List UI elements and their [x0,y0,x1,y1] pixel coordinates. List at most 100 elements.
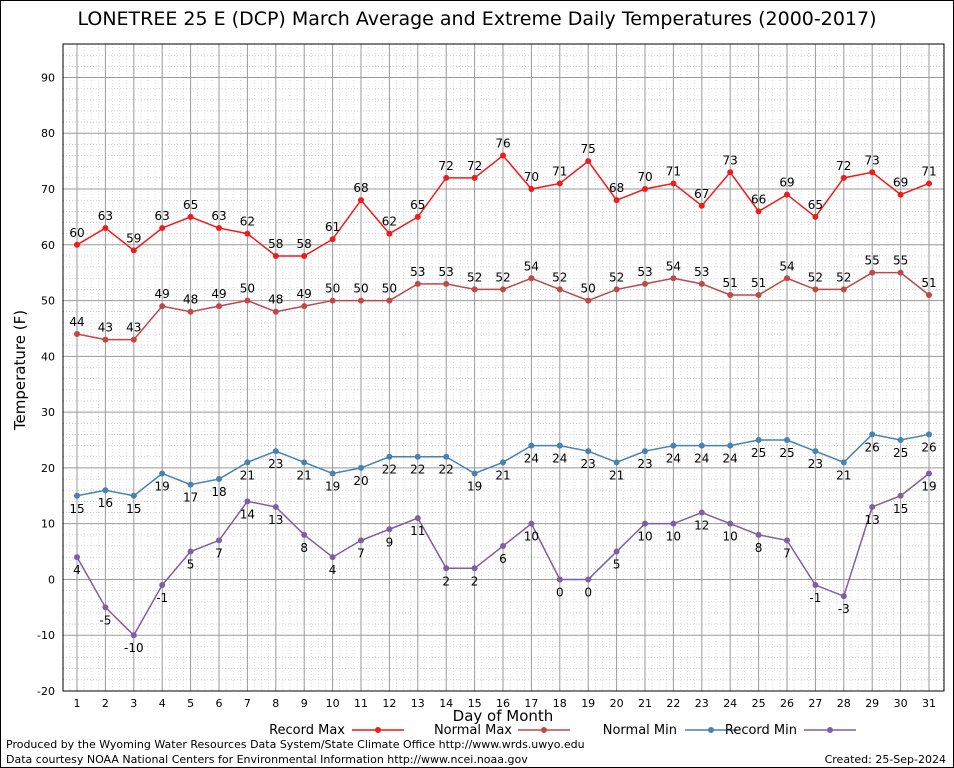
record-max-data-label: 71 [552,164,567,178]
normal-max-data-label: 50 [325,282,340,296]
normal-min-point [102,487,109,494]
record-min-point [272,503,279,510]
x-tick-label: 13 [411,697,425,710]
record-max-point [187,213,194,220]
y-tick-label: 50 [41,295,55,308]
normal-max-data-label: 54 [666,259,681,273]
normal-max-data-label: 55 [865,254,880,268]
record-min-data-label: 7 [215,546,223,560]
x-tick-label: 3 [130,697,137,710]
record-min-point [698,509,705,516]
normal-min-point [216,476,222,483]
normal-min-data-label: 22 [410,463,425,477]
record-min-point [897,492,904,499]
record-max-point [74,241,80,248]
normal-max-point [642,280,648,287]
record-max-point [556,180,563,187]
y-tick-label: 20 [41,462,55,475]
normal-min-data-label: 21 [297,468,312,482]
normal-min-point [642,448,648,455]
record-min-data-label: 2 [471,574,479,588]
normal-max-data-label: 52 [836,270,851,284]
normal-max-data-label: 49 [297,287,312,301]
record-min-data-label: 10 [666,530,681,544]
record-min-data-label: 7 [357,546,365,560]
record-min-data-label: 10 [524,530,539,544]
y-tick-label: 10 [41,518,55,531]
normal-max-point [869,269,876,276]
normal-min-point [386,453,393,460]
normal-min-data-label: 15 [126,502,141,516]
record-min-data-label: 0 [556,585,564,599]
normal-min-data-label: 21 [609,468,624,482]
record-max-data-label: 72 [467,159,482,173]
normal-min-point [301,459,308,466]
normal-max-data-label: 52 [552,270,567,284]
normal-max-point [556,286,563,293]
normal-max-point [784,275,790,282]
record-max-data-label: 63 [98,209,113,223]
record-max-data-label: 71 [666,164,681,178]
y-tick-label: 30 [41,406,55,419]
x-tick-label: 21 [638,697,652,710]
normal-max-point [301,303,308,310]
record-min-point [727,520,734,527]
normal-max-point [414,280,421,287]
normal-min-data-label: 20 [353,474,368,488]
normal-min-point [500,459,506,466]
x-tick-label: 22 [666,697,680,710]
x-tick-label: 23 [695,697,709,710]
normal-min-data-label: 24 [694,452,709,466]
normal-max-data-label: 52 [609,270,624,284]
normal-min-data-label: 23 [268,457,283,471]
normal-min-data-label: 23 [637,457,652,471]
normal-max-point [727,291,734,298]
record-min-data-label: 4 [73,563,81,577]
normal-max-point [244,297,251,304]
y-axis-label: Temperature (F) [11,310,29,431]
normal-max-point [358,297,364,304]
x-tick-label: 17 [524,697,538,710]
normal-min-data-label: 19 [325,479,340,493]
record-max-point [159,225,166,232]
normal-min-data-label: 24 [552,452,567,466]
normal-max-point [74,331,80,338]
record-min-point [840,593,847,600]
record-min-data-label: 19 [921,479,936,493]
record-min-point [585,576,592,583]
legend-marker-record-max [375,727,381,733]
record-min-data-label: 14 [240,507,255,521]
record-max-point [727,169,734,176]
normal-min-point [613,459,620,466]
normal-max-point [130,336,137,343]
record-max-point [613,197,620,204]
normal-min-point [727,442,734,449]
normal-min-data-label: 16 [98,496,113,510]
y-tick-label: 40 [41,350,55,363]
x-tick-label: 6 [216,697,223,710]
x-tick-label: 5 [187,697,194,710]
normal-max-point [471,286,478,293]
record-min-data-label: 8 [755,541,763,555]
record-min-point [187,548,194,555]
normal-max-data-label: 52 [808,270,823,284]
record-max-point [585,158,592,165]
normal-min-data-label: 25 [751,446,766,460]
record-max-point [102,225,109,232]
record-min-point [102,604,109,611]
record-max-point [698,202,705,209]
record-max-point [840,174,847,181]
record-max-point [926,180,932,187]
normal-min-data-label: 22 [439,463,454,477]
record-min-point [869,503,876,510]
normal-min-point [869,431,876,438]
record-min-data-label: 10 [637,530,652,544]
normal-max-point [159,303,166,310]
normal-min-point [329,470,336,477]
x-tick-label: 12 [382,697,396,710]
normal-max-data-label: 50 [382,282,397,296]
record-min-data-label: -10 [124,641,144,655]
y-tick-label: 60 [41,239,55,252]
normal-max-point [500,286,506,293]
record-max-point [642,186,648,193]
